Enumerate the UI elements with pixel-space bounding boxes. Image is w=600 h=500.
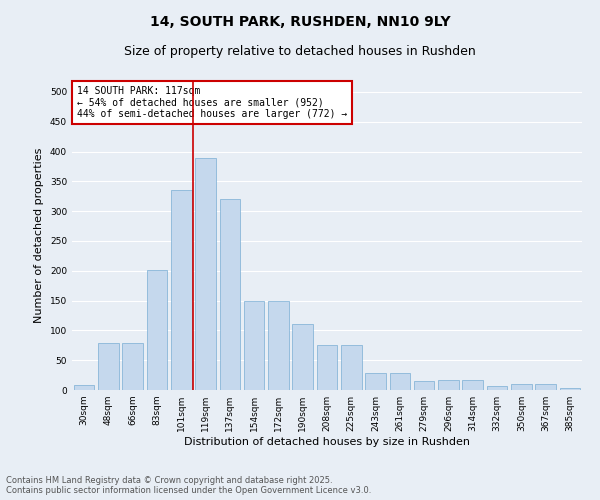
Bar	[268, 300, 289, 390]
Bar	[220, 199, 240, 390]
Y-axis label: Number of detached properties: Number of detached properties	[34, 148, 44, 322]
X-axis label: Distribution of detached houses by size in Rushden: Distribution of detached houses by size …	[184, 437, 470, 447]
Bar	[463, 380, 483, 390]
Bar	[122, 343, 143, 390]
Bar	[74, 385, 94, 390]
Bar	[98, 343, 119, 390]
Bar	[171, 190, 191, 390]
Bar	[195, 158, 216, 390]
Text: Contains HM Land Registry data © Crown copyright and database right 2025.
Contai: Contains HM Land Registry data © Crown c…	[6, 476, 371, 495]
Bar	[292, 324, 313, 390]
Bar	[487, 386, 508, 390]
Bar	[511, 384, 532, 390]
Bar	[535, 384, 556, 390]
Bar	[389, 374, 410, 390]
Text: 14, SOUTH PARK, RUSHDEN, NN10 9LY: 14, SOUTH PARK, RUSHDEN, NN10 9LY	[149, 15, 451, 29]
Bar	[414, 381, 434, 390]
Bar	[560, 388, 580, 390]
Bar	[341, 346, 362, 390]
Bar	[244, 300, 265, 390]
Bar	[317, 346, 337, 390]
Text: Size of property relative to detached houses in Rushden: Size of property relative to detached ho…	[124, 45, 476, 58]
Text: 14 SOUTH PARK: 117sqm
← 54% of detached houses are smaller (952)
44% of semi-det: 14 SOUTH PARK: 117sqm ← 54% of detached …	[77, 86, 347, 120]
Bar	[365, 374, 386, 390]
Bar	[438, 380, 459, 390]
Bar	[146, 270, 167, 390]
